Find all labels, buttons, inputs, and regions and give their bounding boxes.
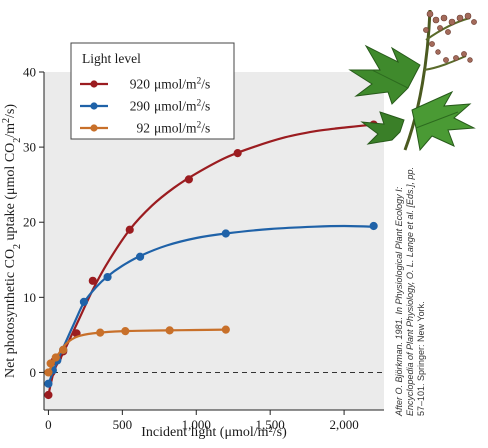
plant-stem [403,9,432,151]
data-point [221,325,230,334]
series-line [47,224,374,385]
data-point [233,149,242,158]
data-point [96,328,105,337]
data-point [103,272,112,282]
data-point [44,368,53,377]
source-credit: After O. Björkman. 1981. In Physiologica… [394,167,426,417]
x-tick-label: 2,000 [329,417,358,432]
y-axis-label-part: 2 [12,244,23,249]
series-layer [44,120,378,400]
legend-unit-tail: /s [201,121,210,136]
legend-label-value: 92 [137,121,151,136]
series-92 [44,325,230,377]
legend-swatch-marker [90,80,98,88]
legend-entry: 92 μmol/m2/s [80,121,210,136]
y-axis-label-part: uptake (μmol CO [3,143,18,244]
data-point [88,276,97,285]
legend-unit-base: μmol/m [154,121,197,136]
plant-leaf [360,111,405,145]
x-tick-label: 0 [45,417,52,432]
data-point [46,359,55,368]
data-point [121,327,130,336]
legend-unit-exp: 2 [197,99,202,109]
y-tick-label: 20 [23,215,36,230]
data-point [369,221,378,231]
credit-line-1: After O. Björkman. 1981. In Physiologica… [394,186,404,417]
credit-line-2: Encyclopedia of Plant Physiology, O. L. … [405,167,415,416]
series-line [47,328,226,373]
y-tick-label: 40 [23,65,36,80]
legend-swatch-marker [90,102,98,110]
data-point [44,390,53,400]
legend-label-unit: μmol/m2/s [154,121,210,136]
y-axis-label-part: 2 [1,118,12,123]
plant-branch [425,17,471,41]
data-point [221,229,230,238]
data-point [125,225,134,234]
flower-cluster [423,10,477,63]
legend-unit-base: μmol/m [154,77,197,92]
legend-swatch-marker [90,124,98,132]
data-point [59,345,68,355]
legend-entry: 920 μmol/m2/s [80,77,210,92]
legend-unit-base: μmol/m [154,99,197,114]
x-axis-label: Incident light (μmol/m²/s) [141,425,287,440]
legend-label-unit: μmol/m2/s [154,77,210,92]
y-axis-label: Net photosynthetic CO2 uptake (μmol CO2/… [1,104,23,378]
data-point [79,297,89,306]
data-point [184,175,193,184]
y-tick-label: 0 [30,365,37,380]
legend-unit-tail: /s [201,99,210,114]
y-axis-label-part: Net photosynthetic CO [3,249,18,378]
y-tick-label: 30 [23,140,36,155]
x-tick-label: 1,500 [256,417,285,432]
legend-box [70,42,235,140]
y-tick-label: 10 [23,290,36,305]
y-axis-label-part: 2 [12,138,23,143]
plant-branch [423,55,467,71]
plant-leaf-vein [415,111,459,129]
plant-leaf [348,44,421,105]
legend-label-value: 290 [130,99,151,114]
legend-title: Light level [82,51,141,66]
legend-unit-exp: 2 [197,121,202,131]
credit-line-3: 57–101. Springer: New York. [416,301,426,416]
plant-sprig-illustration [348,9,477,152]
axes [43,72,384,411]
data-point [135,252,145,261]
legend-entry: 290 μmol/m2/s [80,99,210,114]
data-point [44,379,53,388]
x-tick-label: 1,000 [182,417,211,432]
plant-leaf-vein [371,69,409,89]
legend-unit-exp: 2 [197,77,202,87]
y-axis-label-part: /m [3,123,18,138]
legend-label-value: 920 [130,77,151,92]
x-tick-label: 500 [113,417,133,432]
y-axis-ticks: 0 10 20 30 40 [23,65,44,380]
legend-unit-tail: /s [201,77,210,92]
x-axis-ticks: 0 500 1,000 1,500 2,000 [45,410,359,432]
data-point [51,353,60,362]
series-line [47,123,374,396]
data-point [165,326,174,335]
plant-leaf [411,90,476,152]
y-axis-label-part: /s) [3,104,18,118]
legend-label-unit: μmol/m2/s [154,99,210,114]
